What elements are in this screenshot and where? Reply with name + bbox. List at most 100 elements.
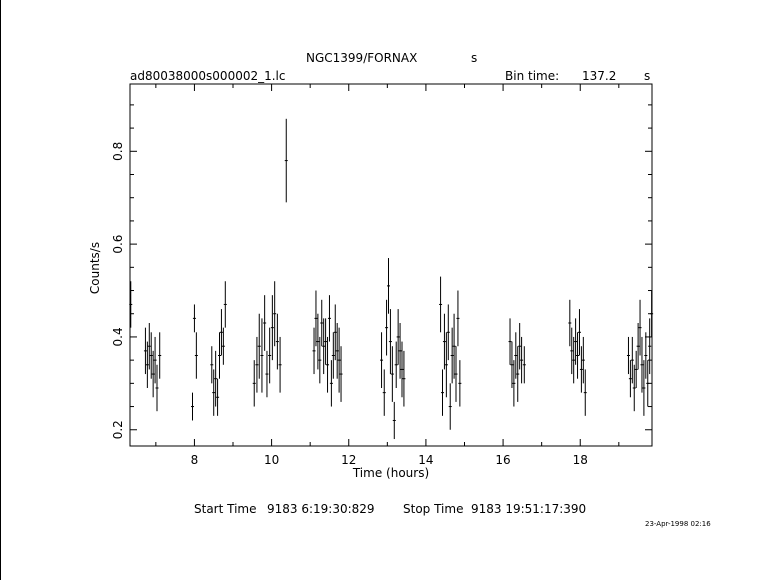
data-point [630, 336, 634, 384]
start-time-label: Start Time [194, 502, 257, 516]
data-point [446, 304, 450, 361]
chart-filename: ad80038000s000002_1.lc [130, 69, 286, 83]
bin-time-label: Bin time: [505, 69, 560, 83]
data-point [278, 336, 282, 393]
bin-time-unit: s [644, 69, 651, 83]
data-point [273, 281, 277, 347]
data-point [155, 364, 159, 412]
data-point [263, 295, 267, 351]
data-point [257, 313, 261, 379]
data-point [398, 323, 402, 379]
data-point [326, 336, 330, 393]
data-point [568, 299, 572, 347]
data-points [129, 118, 654, 440]
stop-time-label: Stop Time [403, 502, 464, 516]
data-point [522, 346, 526, 384]
data-point [646, 360, 650, 407]
data-point [390, 346, 394, 402]
data-point [337, 327, 341, 393]
start-time-value: 9183 6:19:30:829 [267, 502, 375, 516]
data-point [260, 318, 264, 393]
data-point [634, 350, 638, 388]
data-point [454, 346, 458, 402]
data-point [516, 346, 520, 402]
bin-time-value: 137.2 [582, 69, 617, 83]
data-point [638, 299, 642, 356]
data-point [448, 383, 452, 430]
data-point [442, 313, 446, 370]
y-tick-label: 0.2 [111, 420, 125, 439]
data-point [520, 336, 524, 384]
data-point [574, 318, 578, 365]
data-point [252, 360, 256, 407]
y-axis-label: Counts/s [88, 242, 102, 294]
data-point [392, 401, 396, 440]
data-point [143, 327, 147, 375]
chart-object-suffix: s [471, 51, 478, 65]
data-point [153, 336, 157, 384]
x-tick-label: 18 [573, 453, 588, 467]
data-point [514, 332, 518, 379]
data-point [385, 299, 389, 356]
data-point [380, 332, 384, 388]
axis-tick-labels: 8 10 12 14 16 18 0.2 0.4 0.6 0.8 [111, 142, 588, 467]
y-tick-label: 0.8 [111, 142, 125, 161]
window-left-edge [0, 0, 1, 580]
data-point [223, 281, 227, 328]
data-point [147, 323, 151, 370]
data-point [388, 309, 392, 375]
data-point [632, 364, 636, 412]
data-point [518, 323, 522, 370]
data-point [194, 332, 198, 379]
y-tick-label: 0.6 [111, 235, 125, 254]
data-point [570, 327, 574, 375]
x-tick-label: 8 [191, 453, 199, 467]
data-point [642, 360, 646, 416]
data-point [320, 299, 324, 347]
data-point [219, 309, 223, 356]
data-point [270, 295, 274, 361]
data-point [640, 336, 644, 393]
data-point [218, 332, 222, 379]
data-point [268, 327, 272, 384]
y-tick-label: 0.4 [111, 327, 125, 346]
data-point [508, 318, 512, 365]
data-point [396, 309, 400, 365]
data-point [284, 118, 288, 203]
x-tick-label: 16 [495, 453, 510, 467]
data-point [577, 309, 581, 356]
data-point [644, 332, 648, 379]
data-point [216, 378, 220, 416]
stop-time-value: 9183 19:51:17:390 [471, 502, 587, 516]
plot-timestamp: 23-Apr-1998 02:16 [645, 520, 711, 528]
axis-ticks [130, 84, 652, 446]
chart-object-title: NGC1399/FORNAX [306, 51, 418, 65]
data-point [275, 313, 279, 370]
data-point [581, 336, 585, 384]
data-point [579, 346, 583, 393]
data-point [324, 318, 328, 365]
data-point [158, 332, 162, 379]
data-point [214, 350, 218, 407]
data-point [145, 341, 149, 388]
data-point [255, 336, 259, 393]
data-point [636, 323, 640, 370]
data-point [386, 258, 390, 314]
x-axis-label: Time (hours) [352, 466, 429, 480]
data-point [318, 336, 322, 384]
data-point [192, 304, 196, 333]
data-point [210, 346, 214, 384]
data-point [339, 346, 343, 402]
data-point [329, 360, 333, 407]
x-tick-label: 10 [264, 453, 279, 467]
data-point [400, 341, 404, 398]
data-point [572, 336, 576, 384]
data-point [626, 336, 630, 375]
data-point [510, 341, 514, 388]
data-point [456, 290, 460, 347]
data-point [583, 369, 587, 416]
plot-frame [129, 83, 653, 447]
data-point [450, 327, 454, 384]
data-point [312, 327, 316, 375]
